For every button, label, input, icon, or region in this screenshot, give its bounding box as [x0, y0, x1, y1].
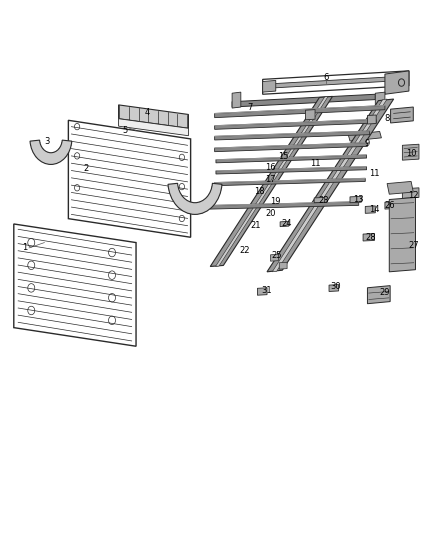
Text: 15: 15 [279, 152, 289, 161]
Text: 28: 28 [366, 233, 376, 243]
Text: 30: 30 [331, 282, 341, 291]
Text: 17: 17 [265, 175, 276, 184]
Polygon shape [258, 288, 267, 295]
Text: 3: 3 [44, 137, 49, 146]
Polygon shape [389, 197, 416, 272]
Polygon shape [367, 115, 376, 124]
Text: 2: 2 [83, 164, 88, 173]
Polygon shape [271, 254, 279, 261]
Text: 19: 19 [271, 197, 281, 206]
Polygon shape [119, 119, 188, 136]
Polygon shape [263, 71, 409, 94]
Polygon shape [363, 233, 374, 241]
Polygon shape [279, 262, 287, 269]
Text: 11: 11 [369, 169, 379, 179]
Text: 16: 16 [265, 163, 276, 172]
Polygon shape [391, 107, 413, 123]
Text: 22: 22 [239, 246, 250, 255]
Polygon shape [272, 99, 387, 272]
Polygon shape [215, 96, 328, 266]
Polygon shape [119, 105, 188, 128]
Polygon shape [385, 71, 409, 94]
Polygon shape [215, 131, 370, 140]
Polygon shape [215, 143, 367, 152]
Text: 6: 6 [323, 73, 328, 82]
Text: 29: 29 [380, 287, 390, 296]
Text: 31: 31 [261, 286, 272, 295]
Polygon shape [216, 155, 367, 163]
Polygon shape [280, 221, 289, 227]
Polygon shape [385, 201, 396, 209]
Polygon shape [329, 285, 339, 292]
Polygon shape [305, 110, 315, 120]
Text: 9: 9 [365, 139, 370, 148]
Text: 26: 26 [384, 201, 395, 211]
Polygon shape [216, 166, 367, 174]
Text: 5: 5 [123, 126, 128, 135]
Text: 18: 18 [254, 187, 265, 196]
Polygon shape [210, 201, 359, 209]
Polygon shape [367, 286, 390, 304]
Polygon shape [375, 92, 385, 108]
Polygon shape [267, 99, 394, 272]
Text: 24: 24 [282, 219, 292, 228]
Wedge shape [168, 183, 222, 214]
Text: 7: 7 [247, 102, 252, 111]
Polygon shape [14, 224, 136, 346]
Polygon shape [215, 178, 365, 185]
Polygon shape [232, 94, 375, 107]
Text: 11: 11 [310, 159, 320, 168]
Text: 10: 10 [406, 149, 417, 158]
Polygon shape [215, 106, 385, 118]
Polygon shape [232, 92, 241, 108]
Polygon shape [403, 188, 419, 198]
Polygon shape [350, 196, 361, 203]
Polygon shape [210, 96, 332, 266]
Text: 8: 8 [385, 114, 390, 123]
Text: 14: 14 [369, 205, 380, 214]
Polygon shape [68, 120, 191, 237]
Polygon shape [263, 80, 276, 92]
Text: 21: 21 [251, 221, 261, 230]
Polygon shape [365, 206, 375, 213]
Text: 4: 4 [145, 108, 150, 117]
Polygon shape [265, 76, 403, 88]
Polygon shape [387, 181, 413, 194]
Text: 25: 25 [272, 252, 282, 260]
Polygon shape [215, 119, 376, 130]
Text: 13: 13 [353, 195, 364, 204]
Text: 20: 20 [265, 209, 276, 218]
Polygon shape [348, 132, 381, 141]
Wedge shape [30, 140, 72, 165]
Text: 12: 12 [408, 191, 419, 200]
Polygon shape [314, 197, 325, 203]
Polygon shape [403, 144, 419, 160]
Text: 27: 27 [408, 241, 419, 250]
Text: 23: 23 [318, 196, 329, 205]
Text: 1: 1 [22, 244, 27, 253]
